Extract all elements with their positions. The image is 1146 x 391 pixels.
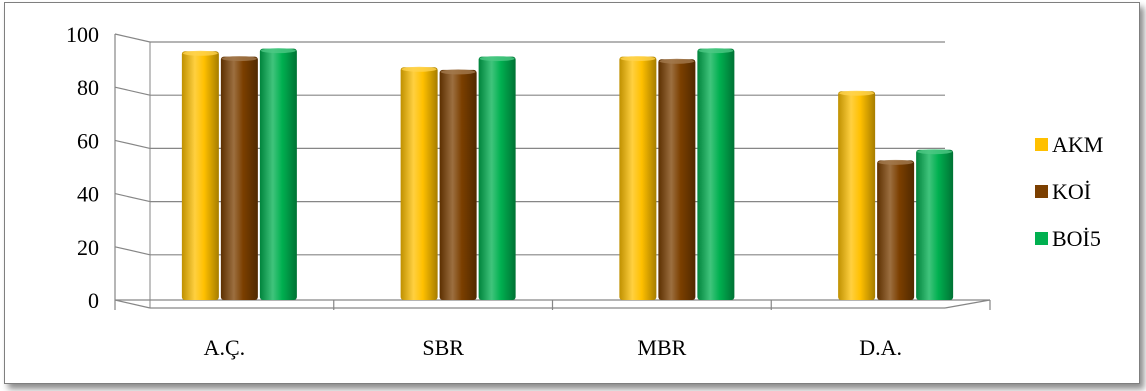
- legend-swatch: [1035, 185, 1048, 198]
- bar-top: [698, 48, 734, 54]
- gridline-side: [114, 139, 151, 149]
- legend: AKM KOİ BOİ5: [1035, 132, 1103, 251]
- x-tick-label: D.A.: [859, 335, 902, 360]
- floor-edge: [944, 299, 991, 309]
- bar-akm: [838, 91, 876, 300]
- chart-frame: 0 20 40 60 80 100 A.Ç. SBR MBR D.A. AKM KOİ BOİ5: [4, 2, 1140, 384]
- bar-top: [479, 56, 515, 62]
- bar-top: [839, 90, 875, 96]
- legend-label: AKM: [1052, 132, 1103, 157]
- y-tick-label: 40: [77, 182, 99, 207]
- gridline-side: [114, 86, 151, 96]
- legend-swatch: [1035, 232, 1048, 245]
- bar-boi̇5: [478, 56, 516, 301]
- bar-top: [659, 58, 695, 64]
- gridline-side: [114, 193, 151, 203]
- bar-boi̇5: [259, 48, 297, 300]
- bar-top: [182, 50, 218, 56]
- x-tick-label: A.Ç.: [204, 335, 246, 360]
- bar-top: [260, 48, 296, 54]
- x-tick-label: SBR: [422, 335, 464, 360]
- bar-layer: [181, 48, 954, 301]
- bar-chart: 0 20 40 60 80 100 A.Ç. SBR MBR D.A. AKM KOİ BOİ5: [66, 22, 1103, 360]
- gridline-side: [114, 246, 151, 256]
- bar-akm: [619, 56, 657, 301]
- bar-top: [440, 69, 476, 75]
- gridline-side: [114, 33, 151, 43]
- y-tick-label: 80: [77, 75, 99, 100]
- bar-top: [878, 159, 914, 165]
- bar-akm: [181, 51, 219, 300]
- bar-top: [620, 56, 656, 62]
- bar-koi̇: [220, 56, 258, 301]
- bar-koi̇: [877, 160, 915, 300]
- bar-boi̇5: [697, 48, 735, 300]
- bar-top: [917, 149, 953, 155]
- bar-akm: [400, 67, 438, 300]
- bar-koi̇: [439, 69, 477, 300]
- bar-top: [401, 66, 437, 72]
- gridline-side: [114, 299, 151, 309]
- bar-top: [221, 56, 257, 62]
- bar-koi̇: [658, 59, 696, 300]
- x-tick-label: MBR: [637, 335, 686, 360]
- y-tick-label: 60: [77, 128, 99, 153]
- y-tick-label: 0: [88, 288, 99, 313]
- legend-swatch: [1035, 138, 1048, 151]
- label-layer: 0 20 40 60 80 100 A.Ç. SBR MBR D.A.: [66, 22, 902, 360]
- y-tick-label: 20: [77, 235, 99, 260]
- y-tick-label: 100: [66, 22, 99, 47]
- bar-boi̇5: [916, 149, 954, 300]
- legend-label: BOİ5: [1052, 226, 1101, 251]
- legend-label: KOİ: [1052, 179, 1091, 204]
